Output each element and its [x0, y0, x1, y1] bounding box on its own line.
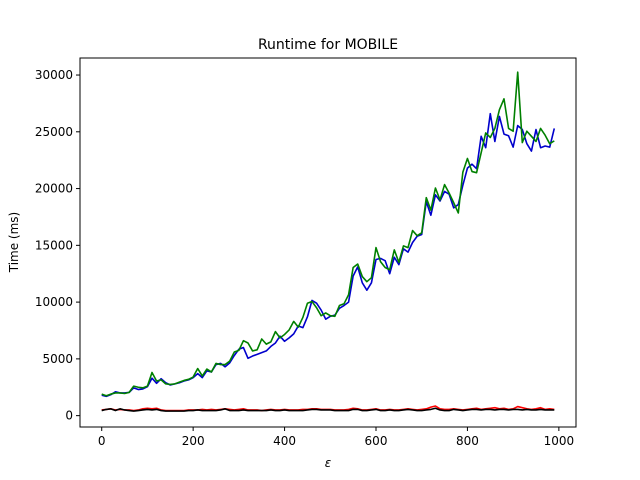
y-tick-label: 30000	[35, 68, 73, 82]
y-axis-label: Time (ms)	[7, 212, 21, 274]
series-line-2	[101, 71, 555, 397]
series-layer	[101, 71, 556, 412]
y-axis-ticks: 0 5000 10000 15000 20000 25000 30000	[35, 68, 80, 423]
x-axis-label: ε	[325, 456, 332, 470]
x-axis-ticks: 0 200 400 600 800 1000	[98, 427, 574, 448]
y-tick-label: 20000	[35, 182, 73, 196]
y-tick-label: 15000	[35, 238, 73, 252]
series-line-4	[101, 407, 555, 412]
x-tick-label: 1000	[544, 434, 575, 448]
x-tick-label: 600	[365, 434, 388, 448]
x-tick-label: 400	[273, 434, 296, 448]
y-tick-label: 25000	[35, 125, 73, 139]
x-tick-label: 200	[182, 434, 205, 448]
plot-frame	[79, 57, 577, 428]
y-tick-label: 10000	[35, 295, 73, 309]
x-tick-label: 800	[456, 434, 479, 448]
y-tick-label: 0	[65, 409, 73, 423]
chart-title: Runtime for MOBILE	[258, 37, 398, 53]
x-tick-label: 0	[98, 434, 106, 448]
y-tick-label: 5000	[42, 352, 73, 366]
